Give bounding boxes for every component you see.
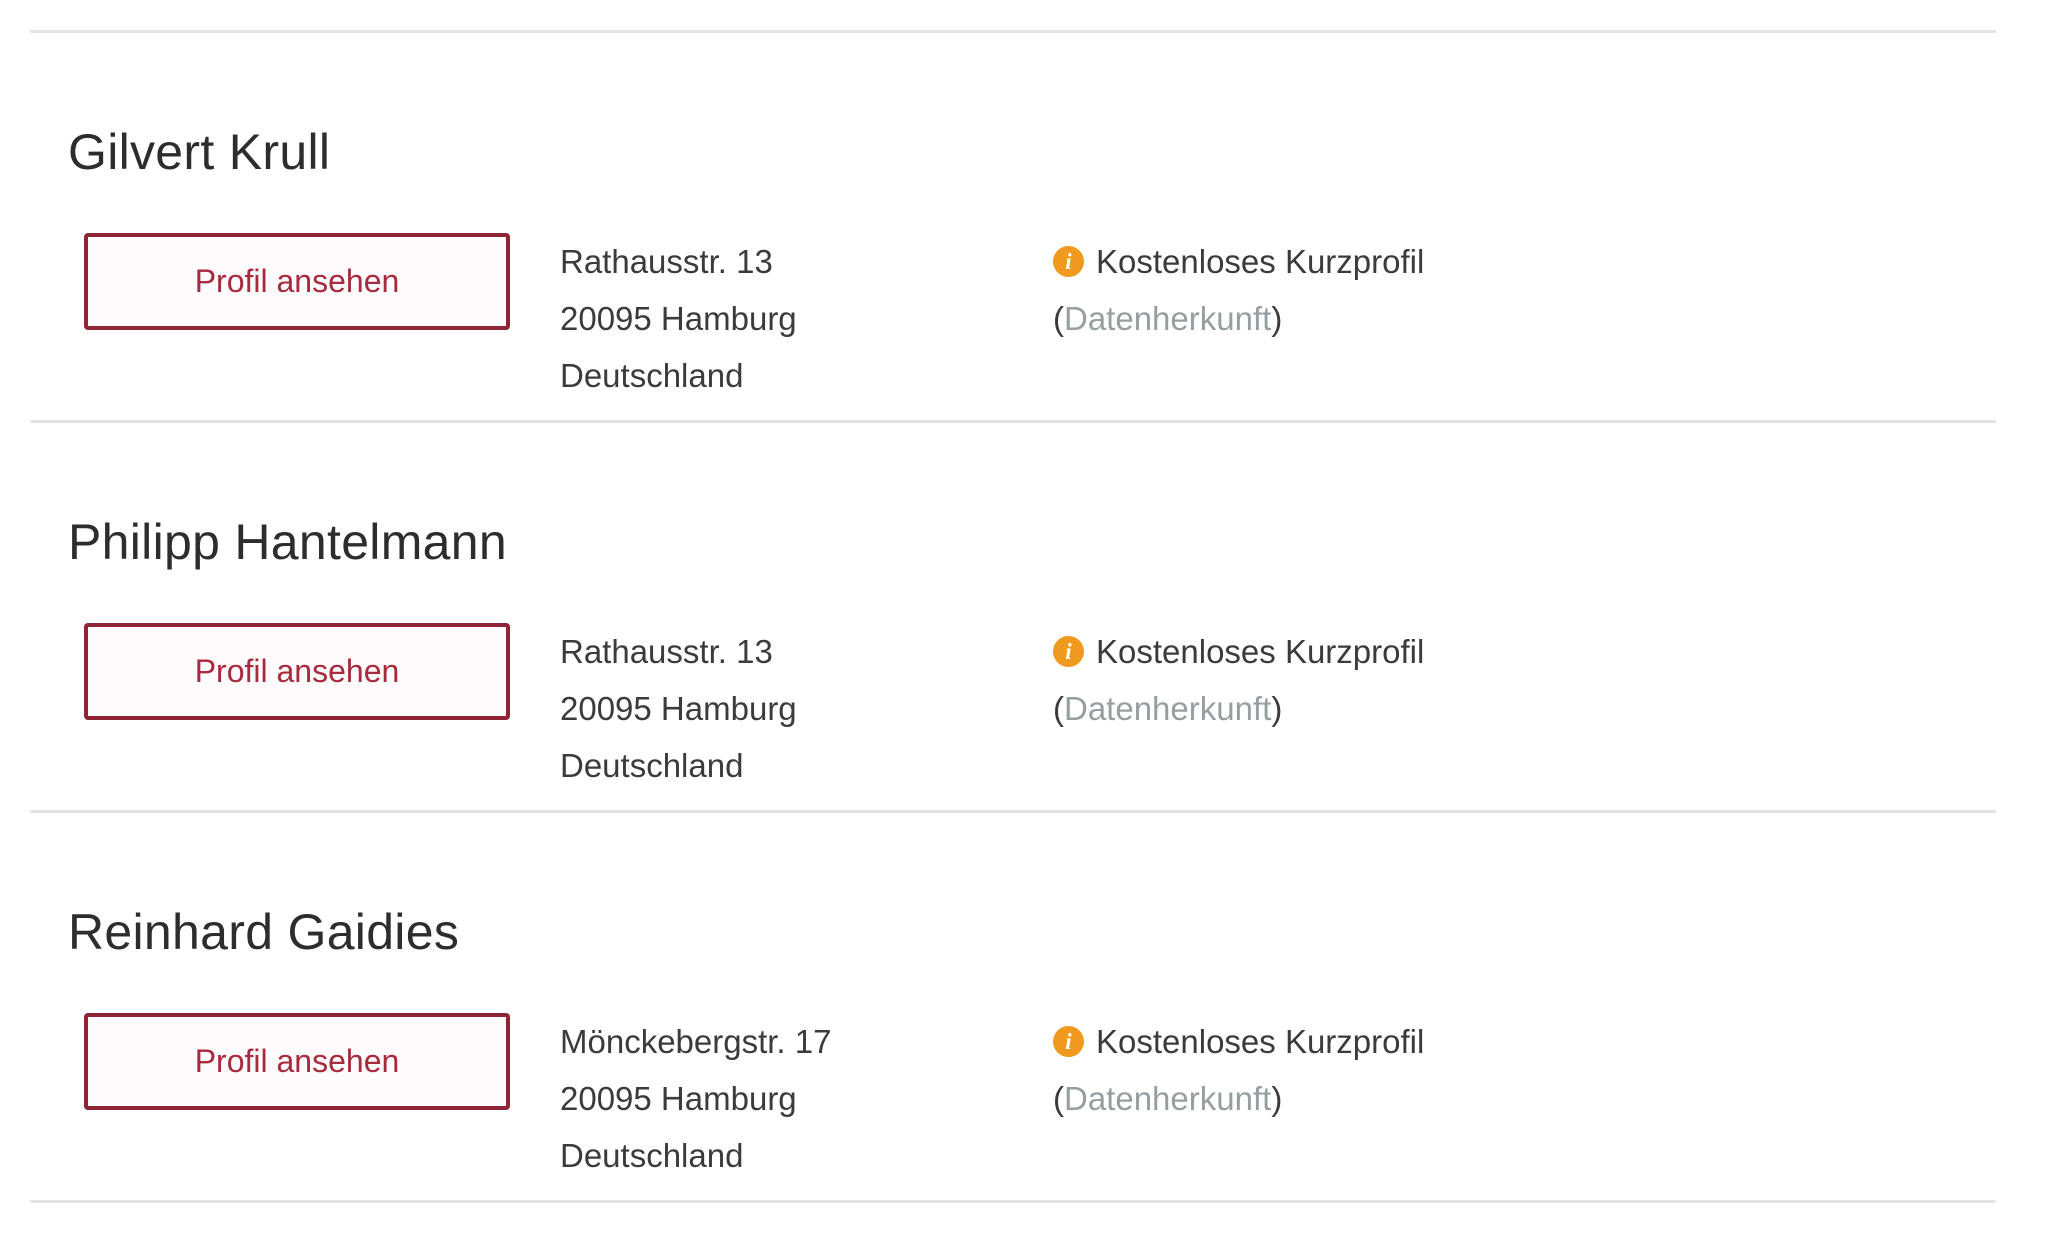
profile-note-block: i Kostenloses Kurzprofil (Datenherkunft) [1053, 1013, 1424, 1127]
address-block: Rathausstr. 13 20095 Hamburg Deutschland [560, 623, 1053, 794]
short-profile-label: Kostenloses Kurzprofil [1096, 243, 1425, 280]
data-source-line: (Datenherkunft) [1053, 1070, 1424, 1127]
address-city: 20095 Hamburg [560, 1080, 797, 1117]
divider [30, 1200, 1996, 1203]
button-column: Profil ansehen [68, 233, 560, 330]
paren-open: ( [1053, 690, 1064, 727]
entry-row: Profil ansehen Rathausstr. 13 20095 Hamb… [68, 233, 2018, 404]
entry-row: Profil ansehen Mönckebergstr. 17 20095 H… [68, 1013, 2018, 1184]
view-profile-button[interactable]: Profil ansehen [84, 1013, 510, 1110]
address-block: Mönckebergstr. 17 20095 Hamburg Deutschl… [560, 1013, 1053, 1184]
person-name: Gilvert Krull [68, 124, 331, 180]
paren-close: ) [1271, 300, 1283, 337]
top-spacer [0, 0, 2058, 30]
address-block: Rathausstr. 13 20095 Hamburg Deutschland [560, 233, 1053, 404]
address-city: 20095 Hamburg [560, 300, 797, 337]
person-name: Philipp Hantelmann [68, 514, 507, 570]
divider [30, 810, 1996, 813]
person-entry: Reinhard Gaidies Profil ansehen Mönckebe… [0, 903, 2058, 1200]
person-entry: Gilvert Krull Profil ansehen Rathausstr.… [0, 123, 2058, 420]
short-profile-label: Kostenloses Kurzprofil [1096, 1023, 1425, 1060]
paren-close: ) [1271, 1080, 1283, 1117]
paren-open: ( [1053, 1080, 1064, 1117]
person-entry: Philipp Hantelmann Profil ansehen Rathau… [0, 513, 2058, 810]
profile-note-block: i Kostenloses Kurzprofil (Datenherkunft) [1053, 233, 1424, 347]
button-column: Profil ansehen [68, 1013, 560, 1110]
info-icon[interactable]: i [1053, 636, 1084, 667]
divider [30, 420, 1996, 423]
data-source-link[interactable]: Datenherkunft [1064, 690, 1272, 727]
entry-row: Profil ansehen Rathausstr. 13 20095 Hamb… [68, 623, 2018, 794]
person-name: Reinhard Gaidies [68, 904, 460, 960]
view-profile-button[interactable]: Profil ansehen [84, 623, 510, 720]
data-source-line: (Datenherkunft) [1053, 290, 1424, 347]
address-street: Rathausstr. 13 [560, 633, 773, 670]
divider [30, 30, 1996, 33]
address-country: Deutschland [560, 1137, 744, 1174]
data-source-link[interactable]: Datenherkunft [1064, 1080, 1272, 1117]
view-profile-button[interactable]: Profil ansehen [84, 233, 510, 330]
short-profile-line: i Kostenloses Kurzprofil [1053, 623, 1424, 680]
address-city: 20095 Hamburg [560, 690, 797, 727]
paren-open: ( [1053, 300, 1064, 337]
info-icon[interactable]: i [1053, 246, 1084, 277]
data-source-line: (Datenherkunft) [1053, 680, 1424, 737]
paren-close: ) [1271, 690, 1283, 727]
info-icon[interactable]: i [1053, 1026, 1084, 1057]
button-column: Profil ansehen [68, 623, 560, 720]
address-country: Deutschland [560, 357, 744, 394]
data-source-link[interactable]: Datenherkunft [1064, 300, 1272, 337]
short-profile-label: Kostenloses Kurzprofil [1096, 633, 1425, 670]
profile-note-block: i Kostenloses Kurzprofil (Datenherkunft) [1053, 623, 1424, 737]
short-profile-line: i Kostenloses Kurzprofil [1053, 233, 1424, 290]
address-street: Mönckebergstr. 17 [560, 1023, 832, 1060]
address-country: Deutschland [560, 747, 744, 784]
address-street: Rathausstr. 13 [560, 243, 773, 280]
short-profile-line: i Kostenloses Kurzprofil [1053, 1013, 1424, 1070]
